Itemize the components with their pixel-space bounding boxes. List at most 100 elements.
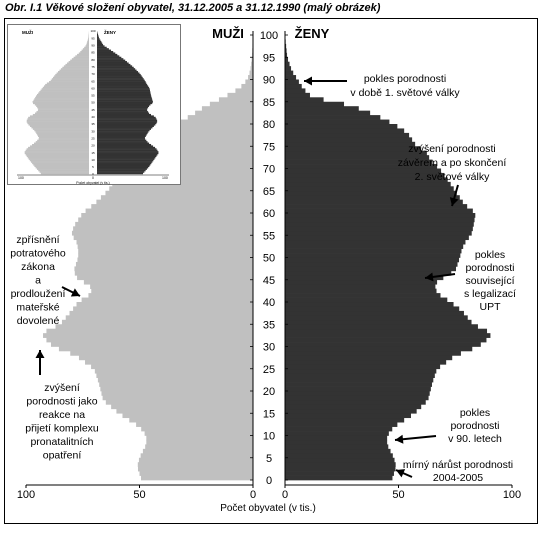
women-bar-age-27 [285,355,453,361]
men-bar-age-68 [118,172,253,178]
age-tick-20: 20 [263,386,275,398]
men-bar-age-18 [102,395,253,401]
inset-age-tick-80: 80 [91,58,95,62]
men-bar-age-78 [162,128,253,134]
inset-men-bar-age-51 [33,99,89,102]
inset-men-bar-age-86 [81,49,89,52]
women-bar-age-42 [285,288,437,294]
women-x-tick-50: 50 [392,489,404,501]
age-tick-40: 40 [263,297,275,309]
annotation-ww2-line-2: 2. světové války [415,171,490,183]
annotation-recent: mírný nárůst porodnosti 2004-2005 [403,459,513,484]
inset-men-bar-age-78 [68,61,89,63]
inset-men-bar-age-42 [35,112,89,115]
men-bar-age-19 [101,391,253,396]
inset-men-bar-age-5 [34,165,89,168]
men-bar-age-89 [245,79,253,85]
inset-women-bar-age-98 [97,32,98,35]
inset-women-bar-age-97 [97,33,99,36]
women-bar-age-0 [285,475,393,481]
age-tick-65: 65 [263,186,275,198]
inset-men-bar-age-48 [34,103,89,106]
inset-xtick-right: 100 [162,176,168,180]
inset-women-bar-age-41 [97,113,151,116]
inset-men-bar-age-52 [34,98,89,100]
women-bar-age-91 [285,70,294,76]
inset-women-bar-age-25 [97,136,145,139]
inset-men-bar-age-7 [32,162,89,165]
inset-women-bar-age-13 [97,153,158,156]
age-tick-45: 45 [263,275,275,287]
inset-men-bar-age-54 [36,95,89,97]
women-bar-age-36 [285,315,468,321]
inset-women-bar-age-28 [97,132,148,135]
inset-men-bar-age-56 [38,92,89,95]
inset-men-bar-age-91 [86,42,89,45]
men-bar-age-79 [171,124,253,129]
women-bar-age-9 [285,435,388,441]
annotation-ww1-line-0: pokles porodnosti [364,73,446,85]
inset-women-bar-age-87 [97,48,109,50]
men-bar-age-40 [81,297,254,303]
annotation-upt-line-2: související [465,275,514,287]
women-x-tick-0: 0 [282,489,288,501]
inset-women-bar-age-44 [97,109,148,112]
annotation-nineties-line-0: pokles [460,407,490,419]
inset-men-bar-age-80 [71,58,89,60]
inset-men-bar-age-3 [36,168,89,170]
inset-women-bar-age-23 [97,139,147,142]
inset-women-bar-age-95 [97,36,99,39]
men-bar-age-39 [76,302,253,307]
inset-women-bar-age-16 [97,149,158,152]
women-bar-age-97 [285,43,287,49]
women-bar-age-30 [285,342,481,347]
men-bar-age-46 [74,270,254,276]
men-bar-age-71 [128,159,253,165]
x-tick-labels: 100 50 0 0 50 100 [17,485,521,501]
inset-men-bar-age-79 [70,59,89,62]
inset-women-bar-age-51 [97,99,153,102]
inset-women-bar-age-56 [97,92,151,95]
inset-men-bar-age-13 [25,153,90,156]
inset-men-bar-age-35 [27,122,89,125]
men-bar-age-65 [109,186,253,192]
inset-men-bar-age-77 [67,62,89,65]
men-bar-age-0 [141,475,253,481]
inset-age-tick-10: 10 [91,158,95,162]
women-bar-age-8 [285,439,388,445]
inset-men-bar-age-1 [39,171,89,173]
annotation-upt-line-0: pokles [475,249,505,261]
women-bar-age-56 [285,226,473,232]
women-bar-age-26 [285,359,447,365]
men-bar-age-56 [73,226,253,232]
inset-men-bar-age-84 [78,52,89,55]
annotation-recent-line-1: 2004-2005 [433,472,483,484]
women-bar-age-40 [285,297,448,303]
inset-men-bar-age-8 [30,161,89,163]
women-bar-age-45 [285,275,444,281]
annotation-ww1-line-1: v době 1. světové války [350,87,460,99]
inset-women-bar-age-61 [97,85,149,87]
men-bar-age-83 [201,106,253,111]
women-bar-age-10 [285,431,389,436]
inset-men-bar-age-65 [50,79,89,82]
women-bar-age-63 [285,195,460,200]
women-bar-age-5 [285,453,393,459]
men-bar-age-26 [85,359,254,365]
age-tick-10: 10 [263,431,275,443]
men-bars [43,35,254,481]
men-bar-age-20 [100,386,253,392]
inset-age-tick-50: 50 [91,101,95,105]
inset-women-bar-age-19 [97,145,154,148]
age-tick-15: 15 [263,408,275,420]
inset-women-bar-age-63 [97,82,147,85]
inset-age-tick-65: 65 [91,79,95,83]
women-bar-age-39 [285,302,454,307]
inset-women-bar-age-26 [97,135,146,138]
inset-men-bar-age-19 [30,145,89,148]
inset-women-bar-age-34 [97,123,156,126]
men-bar-age-72 [132,155,253,160]
men-bar-age-77 [155,132,253,138]
annotation-ww2: zvýšení porodnosti závěrem a po skončení 2… [398,143,507,183]
inset-men-bar-age-30 [34,129,89,132]
